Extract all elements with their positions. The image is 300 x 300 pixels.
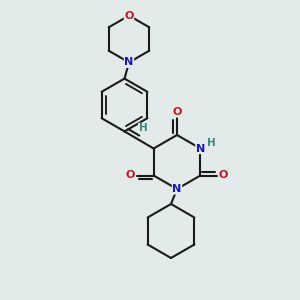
Text: N: N [196, 143, 205, 154]
Text: N: N [124, 57, 134, 68]
Text: O: O [172, 107, 182, 117]
Text: H: H [207, 138, 216, 148]
Text: O: O [124, 11, 134, 21]
Text: O: O [219, 170, 228, 181]
Text: O: O [126, 170, 135, 181]
Text: H: H [139, 123, 147, 133]
Text: N: N [172, 184, 182, 194]
